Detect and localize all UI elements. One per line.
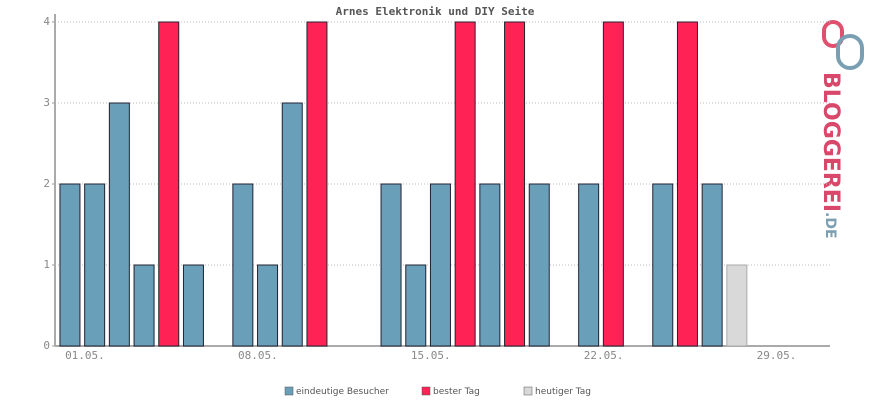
bar xyxy=(133,264,155,347)
x-tick-label: 15.05. xyxy=(411,349,451,362)
x-tick-label: 22.05. xyxy=(584,349,624,362)
legend-swatch xyxy=(421,386,431,396)
bar xyxy=(405,264,427,347)
bar xyxy=(479,183,501,347)
bar xyxy=(182,264,204,347)
bar xyxy=(726,264,748,347)
bar xyxy=(59,183,81,347)
bar xyxy=(380,183,402,347)
bar xyxy=(306,21,328,347)
legend: eindeutige Besucher bester Tag heutiger Ta… xyxy=(284,386,591,397)
legend-label: heutiger Tag xyxy=(535,387,591,397)
x-tick-label: 29.05. xyxy=(757,349,797,362)
bar xyxy=(504,21,526,347)
y-tick-label: 2 xyxy=(43,177,50,190)
bar xyxy=(701,183,723,347)
legend-swatch xyxy=(523,386,533,396)
x-tick-label: 01.05. xyxy=(65,349,105,362)
logo-suffix: .DE xyxy=(822,212,838,239)
bar xyxy=(158,21,180,347)
bar xyxy=(528,183,550,347)
bar xyxy=(652,183,674,347)
x-tick-label: 08.05. xyxy=(238,349,278,362)
bar xyxy=(108,102,130,347)
bar xyxy=(429,183,451,347)
y-tick-label: 3 xyxy=(43,96,50,109)
bar xyxy=(84,183,106,347)
y-tick-label: 1 xyxy=(43,258,50,271)
y-tick-label: 4 xyxy=(43,15,50,28)
legend-label: eindeutige Besucher xyxy=(296,387,389,397)
bar xyxy=(676,21,698,347)
bar xyxy=(454,21,476,347)
logo: BLOGGEREI.DE xyxy=(818,20,864,239)
y-tick-label: 0 xyxy=(43,339,50,352)
logo-name: BLOGGEREI xyxy=(818,72,843,212)
legend-label: bester Tag xyxy=(433,387,480,397)
logo-icon xyxy=(822,20,844,48)
bar xyxy=(602,21,624,347)
bar xyxy=(257,264,279,347)
logo-icon xyxy=(836,34,864,70)
chart-title: Arnes Elektronik und DIY Seite xyxy=(336,5,535,18)
bar xyxy=(281,102,303,347)
legend-swatch xyxy=(284,386,294,396)
bar xyxy=(578,183,600,347)
bar xyxy=(232,183,254,347)
logo-text: BLOGGEREI.DE xyxy=(818,72,843,239)
